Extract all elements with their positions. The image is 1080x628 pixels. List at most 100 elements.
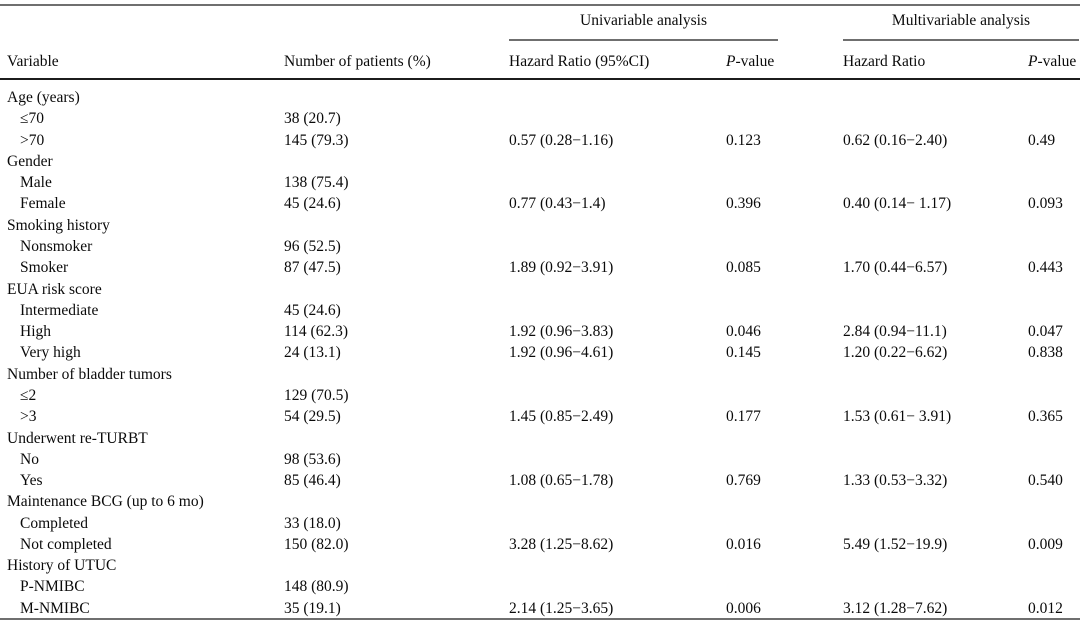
table-row: Male 138 (75.4)	[7, 172, 1077, 193]
cell-variable: ≤2	[20, 386, 37, 404]
cell-uni-pvalue	[726, 300, 843, 321]
cell-patients	[284, 151, 509, 172]
table-row: Age (years)	[7, 87, 1077, 108]
table-row: ≤2 129 (70.5)	[7, 385, 1077, 406]
cell-uni-pvalue	[726, 513, 843, 534]
cell-patients: 148 (80.9)	[284, 578, 349, 596]
cell-multi-pvalue: 0.49	[1028, 131, 1056, 149]
table-row: >70 145 (79.3) 0.57 (0.28−1.16) 0.123 0.62 (…	[7, 130, 1077, 151]
cell-variable: Very high	[20, 344, 81, 362]
cell-uni-pvalue	[726, 236, 843, 257]
cell-uni-pvalue: 0.123	[726, 131, 761, 149]
cell-multi-hazard-ratio	[843, 279, 1028, 300]
cell-multi-hazard-ratio	[843, 491, 1028, 512]
cell-variable: Gender	[7, 152, 53, 170]
cell-variable: Nonsmoker	[20, 237, 93, 255]
cell-uni-pvalue	[726, 279, 843, 300]
cell-multi-hazard-ratio: 1.70 (0.44−6.57)	[843, 259, 948, 277]
cell-multi-pvalue	[1028, 428, 1077, 449]
cell-multi-pvalue	[1028, 449, 1077, 470]
cell-multi-pvalue: 0.540	[1028, 472, 1063, 490]
table-row: Female 45 (24.6) 0.77 (0.43−1.4) 0.396 0.40 …	[7, 193, 1077, 214]
cell-multi-hazard-ratio: 1.20 (0.22−6.62)	[843, 344, 948, 362]
cell-multi-pvalue	[1028, 576, 1077, 597]
cell-patients: 38 (20.7)	[284, 110, 341, 128]
cell-variable: EUA risk score	[7, 280, 102, 298]
cell-patients: 24 (13.1)	[284, 344, 341, 362]
cell-variable: Not completed	[20, 535, 112, 553]
cell-patients	[284, 491, 509, 512]
cell-multi-pvalue: 0.047	[1028, 323, 1063, 341]
column-header-multi-pvalue: P-value	[1028, 53, 1077, 78]
cell-multi-pvalue: 0.012	[1028, 599, 1063, 617]
cell-uni-hazard-ratio: 1.08 (0.65−1.78)	[509, 472, 614, 490]
cell-variable: Intermediate	[20, 301, 99, 319]
cell-uni-hazard-ratio: 1.45 (0.85−2.49)	[509, 408, 614, 426]
cell-uni-hazard-ratio: 1.89 (0.92−3.91)	[509, 259, 614, 277]
cell-multi-hazard-ratio: 1.33 (0.53−3.32)	[843, 472, 948, 490]
cell-variable: Yes	[20, 472, 43, 490]
cell-uni-pvalue: 0.046	[726, 323, 761, 341]
table-row: Very high 24 (13.1) 1.92 (0.96−4.61) 0.145 1…	[7, 342, 1077, 363]
cell-variable: Male	[20, 174, 52, 192]
table-row: Not completed 150 (82.0) 3.28 (1.25−8.62) 0…	[7, 534, 1077, 555]
cell-multi-hazard-ratio	[843, 364, 1028, 385]
cell-patients	[284, 555, 509, 576]
cell-multi-pvalue	[1028, 172, 1077, 193]
cell-uni-hazard-ratio	[509, 576, 726, 597]
cell-variable: >70	[20, 131, 45, 149]
cell-uni-hazard-ratio: 1.92 (0.96−4.61)	[509, 344, 614, 362]
table-body: Age (years) ≤70 38 (20.7) >70 145 (79.3) 0.57…	[7, 87, 1077, 619]
cell-uni-pvalue	[726, 108, 843, 129]
cell-patients: 98 (53.6)	[284, 450, 341, 468]
cell-multi-hazard-ratio	[843, 449, 1028, 470]
cell-uni-pvalue	[726, 172, 843, 193]
cell-multi-pvalue	[1028, 513, 1077, 534]
cell-uni-hazard-ratio	[509, 87, 726, 108]
group-header-multivariable: Multivariable analysis	[843, 12, 1079, 41]
cell-uni-hazard-ratio: 1.92 (0.96−3.83)	[509, 323, 614, 341]
cell-variable: Smoking history	[7, 216, 110, 234]
cell-uni-pvalue: 0.145	[726, 344, 761, 362]
cell-uni-hazard-ratio: 0.57 (0.28−1.16)	[509, 131, 614, 149]
cell-uni-pvalue	[726, 449, 843, 470]
cell-uni-pvalue	[726, 364, 843, 385]
pvalue-italic-letter: P	[726, 53, 736, 70]
column-header-multi-hazard-ratio: Hazard Ratio	[843, 53, 926, 70]
cell-uni-hazard-ratio	[509, 300, 726, 321]
column-header-uni-hazard-ratio: Hazard Ratio (95%CI)	[509, 53, 650, 70]
cell-multi-pvalue	[1028, 236, 1077, 257]
cell-uni-pvalue	[726, 151, 843, 172]
cell-multi-pvalue	[1028, 385, 1077, 406]
top-rule	[0, 4, 1080, 6]
cell-multi-hazard-ratio: 5.49 (1.52−19.9)	[843, 535, 948, 553]
cell-variable: >3	[20, 408, 37, 426]
column-header-row: Variable Number of patients (%) Hazard R…	[7, 42, 1077, 78]
cell-multi-hazard-ratio	[843, 87, 1028, 108]
cell-patients: 150 (82.0)	[284, 535, 349, 553]
cell-variable: Number of bladder tumors	[7, 365, 172, 383]
cell-multi-hazard-ratio: 0.40 (0.14− 1.17)	[843, 195, 952, 213]
cell-patients: 129 (70.5)	[284, 386, 349, 404]
cell-variable: Maintenance BCG (up to 6 mo)	[7, 493, 204, 511]
cell-uni-hazard-ratio: 2.14 (1.25−3.65)	[509, 599, 614, 617]
cell-multi-hazard-ratio	[843, 236, 1028, 257]
table-row: ≤70 38 (20.7)	[7, 108, 1077, 129]
cell-variable: Female	[20, 195, 66, 213]
analysis-table: Age (years) ≤70 38 (20.7) >70 145 (79.3) 0.57…	[7, 87, 1077, 619]
table-row: Maintenance BCG (up to 6 mo)	[7, 491, 1077, 512]
cell-uni-hazard-ratio	[509, 513, 726, 534]
cell-patients	[284, 87, 509, 108]
cell-multi-hazard-ratio	[843, 513, 1028, 534]
table-row: EUA risk score	[7, 279, 1077, 300]
table-row: Gender	[7, 151, 1077, 172]
cell-uni-pvalue	[726, 428, 843, 449]
cell-variable: History of UTUC	[7, 557, 117, 575]
cell-uni-pvalue: 0.006	[726, 599, 761, 617]
cell-patients	[284, 215, 509, 236]
cell-multi-pvalue: 0.365	[1028, 408, 1063, 426]
pvalue-rest: -value	[1037, 53, 1077, 70]
cell-variable: Smoker	[20, 259, 69, 277]
table-row: M-NMIBC 35 (19.1) 2.14 (1.25−3.65) 0.006 3.1…	[7, 598, 1077, 619]
cell-multi-pvalue	[1028, 87, 1077, 108]
